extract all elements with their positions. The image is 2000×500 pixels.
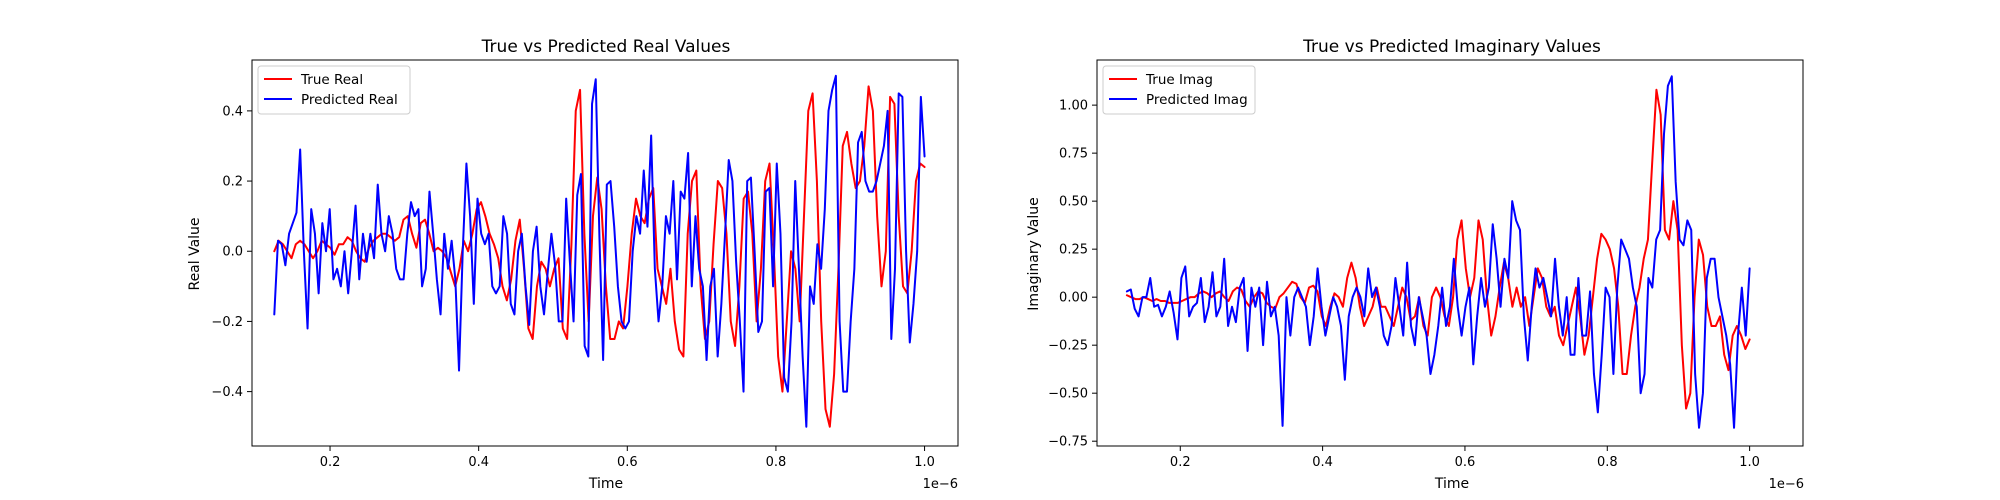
series-line-predicted — [273, 74, 926, 428]
y-tick-label: −0.50 — [1048, 387, 1088, 402]
legend-box — [1102, 65, 1256, 115]
plot-area — [251, 59, 959, 447]
x-tick-label: 0.2 — [1170, 455, 1191, 470]
series-line-true — [273, 85, 926, 428]
x-tick-label: 0.8 — [766, 455, 787, 470]
x-tick-label: 1.0 — [1739, 455, 1760, 470]
y-tick-label: 0.00 — [1059, 291, 1088, 306]
series-line-predicted — [1125, 75, 1751, 429]
x-tick-label: 0.4 — [1312, 455, 1333, 470]
legend-label-predicted: Predicted Real — [301, 92, 398, 108]
plot-frame — [251, 59, 959, 447]
legend-box — [257, 65, 411, 115]
y-tick-label: 0.50 — [1059, 195, 1088, 210]
y-ticks: −0.4 −0.2 0.0 0.2 0.4 — [211, 104, 252, 400]
x-tick-label: 0.4 — [468, 455, 489, 470]
series-line-true — [1125, 88, 1751, 410]
y-tick-label: 1.00 — [1059, 99, 1088, 114]
x-offset-label: 1e−6 — [1769, 477, 1804, 492]
y-axis-label: Real Value — [187, 217, 203, 290]
y-tick-label: −0.2 — [211, 315, 243, 330]
x-tick-label: 0.8 — [1597, 455, 1618, 470]
chart-title: True vs Predicted Imaginary Values — [1302, 37, 1601, 57]
legend-label-predicted: Predicted Imag — [1146, 92, 1248, 108]
x-tick-label: 0.6 — [1455, 455, 1476, 470]
legend: True Real Predicted Real — [257, 65, 411, 115]
legend: True Imag Predicted Imag — [1102, 65, 1256, 115]
y-tick-label: 0.25 — [1059, 243, 1088, 258]
x-tick-label: 0.2 — [320, 455, 341, 470]
x-axis-label: Time — [1434, 476, 1469, 492]
legend-label-true: True Real — [300, 72, 363, 88]
y-tick-label: 0.2 — [222, 175, 243, 190]
plot-frame — [1096, 59, 1804, 447]
x-tick-label: 0.6 — [617, 455, 638, 470]
x-axis-label: Time — [588, 476, 623, 492]
x-tick-label: 1.0 — [914, 455, 935, 470]
y-ticks: −0.75 −0.50 −0.25 0.00 0.25 0.50 0.75 1.00 — [1048, 99, 1097, 450]
x-ticks: 0.2 0.4 0.6 0.8 1.0 — [1170, 446, 1760, 470]
y-tick-label: −0.75 — [1048, 435, 1088, 450]
x-offset-label: 1e−6 — [923, 477, 958, 492]
y-tick-label: −0.4 — [211, 385, 243, 400]
y-tick-label: 0.4 — [222, 104, 243, 119]
y-tick-label: −0.25 — [1048, 339, 1088, 354]
imaginary-values-chart: True vs Predicted Imaginary Values Time … — [1026, 37, 1804, 492]
real-values-chart: True vs Predicted Real Values Time Real … — [187, 37, 959, 492]
plot-area — [1096, 59, 1804, 447]
x-ticks: 0.2 0.4 0.6 0.8 1.0 — [320, 446, 935, 470]
y-tick-label: 0.75 — [1059, 147, 1088, 162]
legend-label-true: True Imag — [1145, 72, 1213, 88]
y-tick-label: 0.0 — [222, 245, 243, 260]
chart-title: True vs Predicted Real Values — [481, 37, 731, 57]
y-axis-label: Imaginary Value — [1026, 197, 1042, 311]
